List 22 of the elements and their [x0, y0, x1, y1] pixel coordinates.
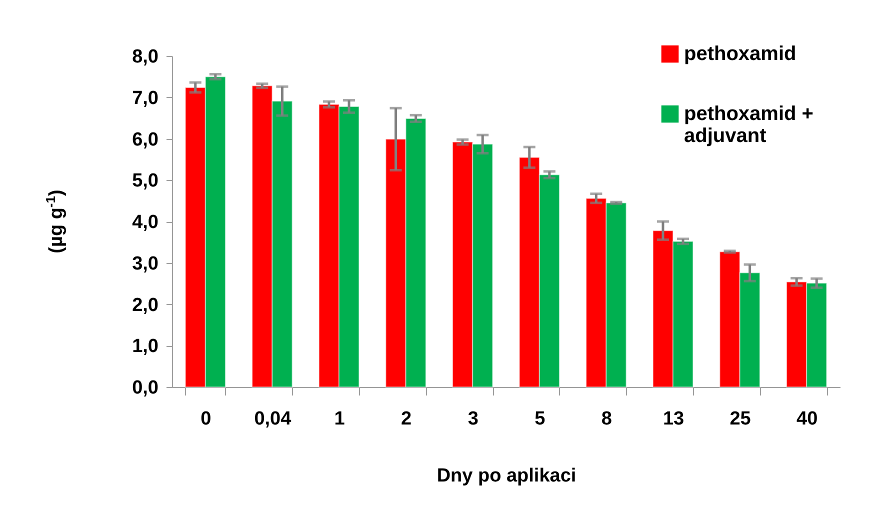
y-tick-label: 1,0 [132, 336, 158, 358]
x-tick-label: 8 [601, 408, 612, 430]
y-tick-label: 3,0 [132, 253, 158, 274]
x-tick-label: 1 [334, 408, 346, 430]
x-tick-label: 25 [730, 408, 752, 430]
x-tick-label: 0 [200, 408, 212, 430]
x-tick-label: 3 [468, 408, 478, 430]
legend-label: pethoxamid + adjuvant [684, 103, 814, 147]
x-axis-title: Dny po aplikaci [436, 466, 576, 486]
y-tick-label: 7,0 [132, 88, 158, 109]
x-tick-label: 13 [662, 408, 684, 430]
y-tick-label: 4,0 [132, 212, 158, 233]
y-tick-label: 0,0 [132, 378, 158, 398]
y-tick-label: 8,0 [132, 46, 158, 68]
x-tick-label: 5 [534, 408, 546, 430]
legend-label: pethoxamid [684, 43, 796, 65]
x-tick-label: 40 [796, 408, 818, 430]
x-tick-label: 2 [401, 408, 412, 430]
y-tick-label: 2,0 [132, 294, 158, 316]
y-tick-label: 6,0 [132, 129, 158, 150]
y-tick-label: 5,0 [132, 170, 158, 192]
x-tick-label: 0,04 [254, 408, 292, 430]
